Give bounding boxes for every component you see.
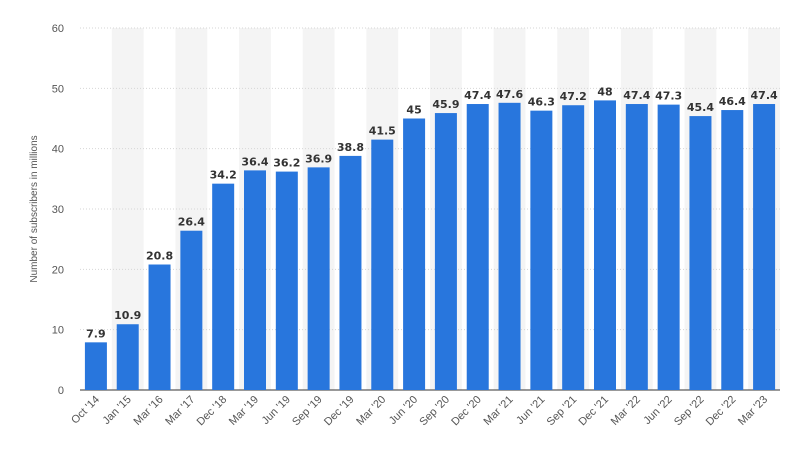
x-tick-label-7: Sep '19 [290, 394, 325, 429]
x-tick-label-15: Sep '21 [545, 394, 580, 429]
bar-1 [116, 324, 139, 390]
y-tick-label-40: 40 [52, 144, 64, 156]
data-label-8: 38.8 [337, 141, 364, 154]
bar-19 [689, 116, 712, 390]
data-labels: 7.9 10.9 20.8 26.4 34.2 36.4 36.2 36.9 38.8 41.5 4… [86, 85, 778, 340]
data-label-5: 36.4 [241, 155, 268, 168]
data-label-13: 47.6 [496, 88, 523, 101]
x-tick-label-14: Jun '21 [514, 394, 547, 427]
x-tick-label-8: Dec '19 [322, 394, 357, 429]
bar-7 [307, 167, 330, 390]
bars [84, 100, 776, 391]
data-label-17: 47.4 [623, 89, 650, 102]
bar-3 [180, 230, 203, 390]
bar-2 [148, 264, 171, 390]
bar-17 [625, 104, 648, 391]
x-tick-label-16: Dec '21 [577, 394, 612, 429]
bar-5 [244, 170, 266, 390]
x-tick-label-3: Mar '17 [163, 394, 197, 428]
data-label-2: 20.8 [146, 250, 173, 263]
data-label-12: 47.4 [464, 89, 491, 102]
data-label-1: 10.9 [114, 309, 141, 322]
data-label-15: 47.2 [560, 90, 587, 103]
bar-18 [657, 104, 680, 390]
data-label-11: 45.9 [432, 98, 459, 111]
y-axis-ticks: 0 10 20 30 40 50 60 [52, 23, 64, 397]
bar-13 [498, 102, 521, 391]
bar-16 [594, 100, 616, 391]
data-label-14: 46.3 [528, 96, 555, 109]
data-label-3: 26.4 [178, 216, 205, 229]
bar-21 [753, 104, 776, 391]
data-label-20: 46.4 [719, 95, 746, 108]
y-tick-label-50: 50 [52, 83, 64, 95]
x-tick-label-2: Mar '16 [131, 394, 165, 428]
data-label-16: 48 [597, 85, 612, 98]
data-label-7: 36.9 [305, 152, 332, 165]
bar-9 [371, 139, 394, 390]
bar-20 [721, 110, 744, 390]
bar-15 [562, 105, 585, 390]
x-tick-label-19: Sep '22 [672, 394, 707, 429]
y-tick-label-60: 60 [52, 23, 64, 35]
data-label-9: 41.5 [369, 125, 396, 138]
y-tick-label-0: 0 [58, 385, 64, 397]
y-axis-title: Number of subscribers in millions [29, 135, 40, 282]
data-label-18: 47.3 [655, 90, 682, 103]
x-tick-label-12: Dec '20 [449, 394, 484, 429]
data-label-0: 7.9 [86, 327, 106, 340]
x-tick-label-21: Mar '23 [736, 394, 770, 428]
x-tick-label-5: Mar '19 [227, 394, 261, 428]
x-tick-label-6: Jun '19 [260, 394, 293, 427]
y-tick-label-30: 30 [52, 204, 64, 216]
data-label-6: 36.2 [273, 157, 300, 170]
bar-12 [466, 104, 489, 391]
data-label-10: 45 [406, 104, 421, 117]
x-tick-label-0: Oct '14 [69, 394, 102, 427]
x-tick-label-17: Mar '22 [609, 394, 643, 428]
bar-8 [339, 155, 362, 390]
y-tick-label-20: 20 [52, 264, 64, 276]
x-tick-label-18: Jun '22 [641, 394, 674, 427]
x-tick-label-9: Mar '20 [354, 394, 388, 428]
x-tick-label-10: Jun '20 [387, 394, 420, 427]
y-tick-label-10: 10 [52, 325, 64, 337]
data-label-19: 45.4 [687, 101, 714, 114]
data-label-4: 34.2 [210, 169, 237, 182]
bar-4 [212, 183, 235, 390]
bar-6 [275, 171, 298, 390]
bar-0 [84, 342, 107, 390]
x-tick-label-1: Jan '15 [101, 394, 134, 427]
x-tick-label-13: Mar '21 [481, 394, 515, 428]
bar-10 [403, 118, 426, 390]
data-label-21: 47.4 [751, 89, 778, 102]
x-tick-label-4: Dec '18 [195, 394, 230, 429]
bar-14 [530, 110, 553, 390]
x-tick-label-20: Dec '22 [704, 394, 739, 429]
x-tick-label-11: Sep '20 [417, 394, 452, 429]
bar-11 [434, 113, 457, 390]
